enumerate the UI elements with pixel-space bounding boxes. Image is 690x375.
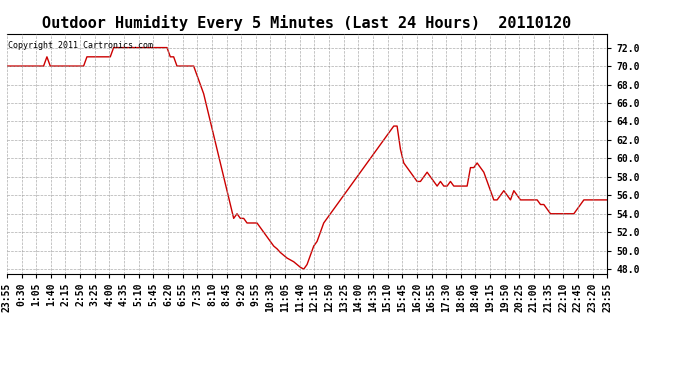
Text: Copyright 2011 Cartronics.com: Copyright 2011 Cartronics.com [8, 41, 153, 50]
Title: Outdoor Humidity Every 5 Minutes (Last 24 Hours)  20110120: Outdoor Humidity Every 5 Minutes (Last 2… [42, 15, 572, 31]
